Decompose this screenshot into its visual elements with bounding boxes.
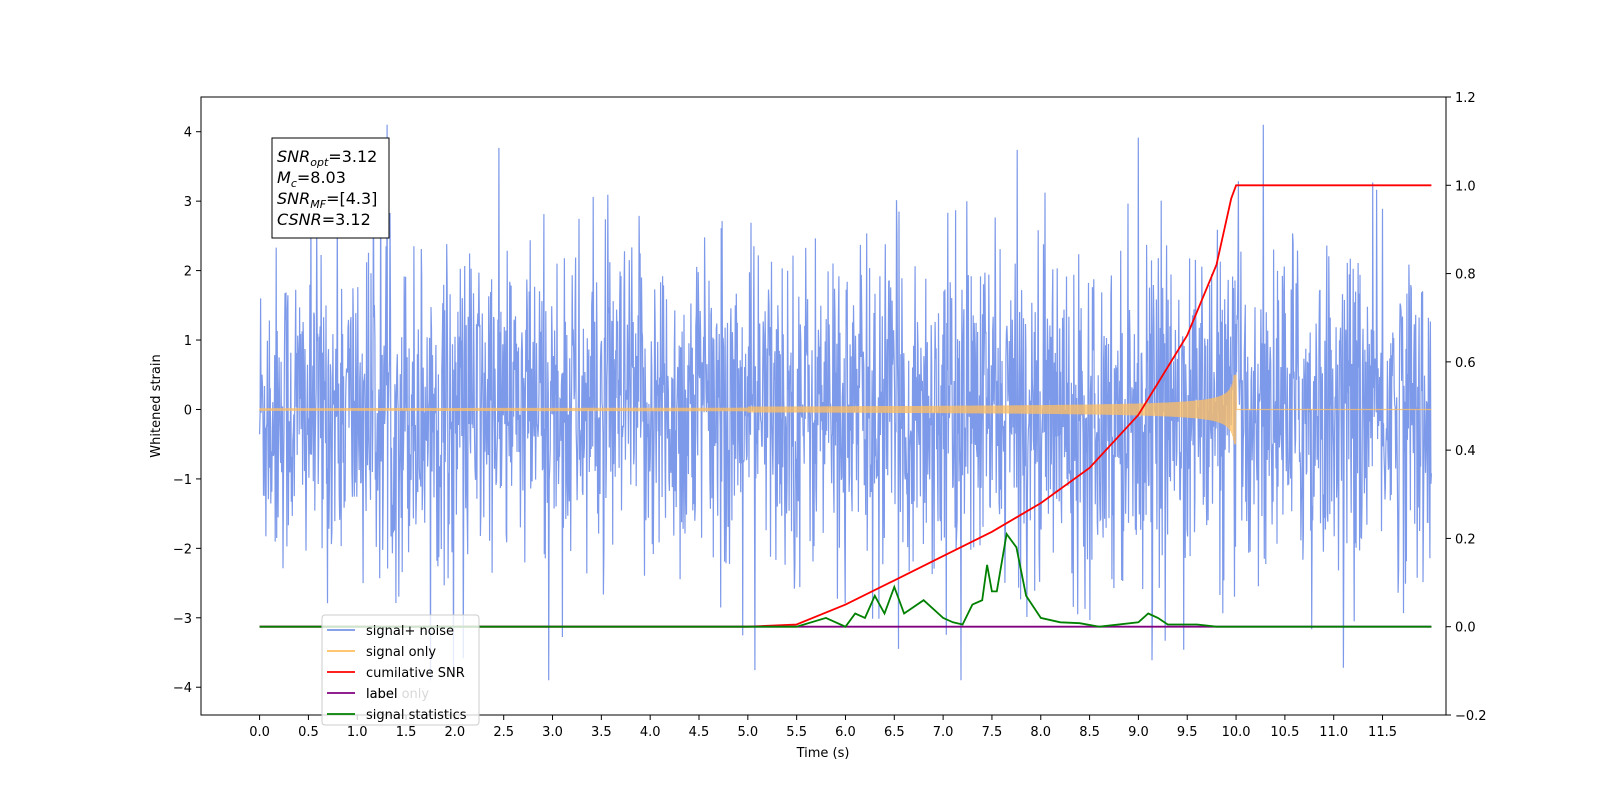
y-tick-label: 2 xyxy=(184,265,192,280)
series-signal-statistics xyxy=(259,531,1432,628)
x-tick-label: 0.0 xyxy=(249,725,270,740)
y2-tick-label: 0.2 xyxy=(1455,532,1476,547)
y-tick-label: 4 xyxy=(184,126,192,141)
x-tick-label: 4.5 xyxy=(689,725,710,740)
x-tick-label: 1.0 xyxy=(347,725,368,740)
x-tick-label: 10.0 xyxy=(1222,725,1251,740)
x-tick-label: 6.0 xyxy=(835,725,856,740)
x-tick-label: 11.0 xyxy=(1319,725,1348,740)
x-tick-label: 1.5 xyxy=(396,725,417,740)
annotation-line: SNRopt=3.12 xyxy=(277,147,377,169)
x-tick-label: 4.0 xyxy=(640,725,661,740)
y-tick-label: −2 xyxy=(173,542,192,557)
y-axis-right: −0.2 0.0 0.2 0.4 0.6 0.8 1.0 1.2 xyxy=(1446,91,1487,724)
series-signal-noise xyxy=(259,124,1432,681)
x-tick-label: 8.0 xyxy=(1030,725,1051,740)
y2-tick-label: 1.2 xyxy=(1455,91,1476,106)
y2-tick-label: 1.0 xyxy=(1455,179,1476,194)
annotation-line: Mc=8.03 xyxy=(277,168,346,190)
x-tick-label: 0.5 xyxy=(298,725,319,740)
y-axis-label: Whitened strain xyxy=(149,354,164,457)
legend-label: label xyxy=(366,687,397,702)
annotation-line: CSNR=3.12 xyxy=(277,210,371,229)
x-tick-label: 2.0 xyxy=(445,725,466,740)
x-tick-label: 8.5 xyxy=(1079,725,1100,740)
y-tick-label: 0 xyxy=(184,403,192,418)
legend-box xyxy=(321,614,480,726)
legend-label: signal statistics xyxy=(366,708,467,723)
y2-tick-label: 0.4 xyxy=(1455,444,1476,459)
x-tick-label: 2.5 xyxy=(493,725,514,740)
plot-area xyxy=(259,124,1432,681)
y-axis-left: −4 −3 −2 −1 0 1 2 3 4 xyxy=(173,126,201,696)
legend-label: signal only xyxy=(366,645,436,660)
x-tick-label: 5.5 xyxy=(786,725,807,740)
x-tick-label: 6.5 xyxy=(884,725,905,740)
x-tick-label: 10.5 xyxy=(1270,725,1299,740)
x-axis: 0.0 0.5 1.0 1.5 2.0 2.5 3.0 3.5 4.0 4.5 5.0 5.5 6.0 6… xyxy=(249,715,1397,740)
legend-label-overlap: label only xyxy=(366,687,429,702)
x-tick-label: 9.5 xyxy=(1177,725,1198,740)
y2-tick-label: 0.0 xyxy=(1455,621,1476,636)
annotation-box xyxy=(271,137,390,239)
series-signal-only xyxy=(259,374,1432,445)
x-tick-label: 9.0 xyxy=(1128,725,1149,740)
x-tick-label: 3.0 xyxy=(542,725,563,740)
y-tick-label: −1 xyxy=(173,473,192,488)
annotation-line: SNRMF=[4.3] xyxy=(277,189,377,211)
y-tick-label: 1 xyxy=(184,334,192,349)
x-tick-label: 7.5 xyxy=(982,725,1003,740)
y-tick-label: 3 xyxy=(184,195,192,210)
x-tick-label: 5.0 xyxy=(737,725,758,740)
legend: signal+ noise signal only cumilative SNR la… xyxy=(321,614,480,726)
x-tick-label: 11.5 xyxy=(1368,725,1397,740)
x-tick-label: 7.0 xyxy=(933,725,954,740)
y2-tick-label: 0.8 xyxy=(1455,268,1476,283)
x-axis-label: Time (s) xyxy=(796,746,850,761)
y2-tick-label: −0.2 xyxy=(1455,709,1487,724)
y-tick-label: −4 xyxy=(173,681,192,696)
legend-label: label xyxy=(366,687,397,702)
y-tick-label: −3 xyxy=(173,612,192,627)
legend-label: signal+ noise xyxy=(366,624,454,639)
series-cumilative-snr xyxy=(259,184,1432,628)
plot-frame xyxy=(200,96,1447,716)
y2-tick-label: 0.6 xyxy=(1455,356,1476,371)
legend-label: cumilative SNR xyxy=(366,666,465,681)
x-tick-label: 3.5 xyxy=(591,725,612,740)
